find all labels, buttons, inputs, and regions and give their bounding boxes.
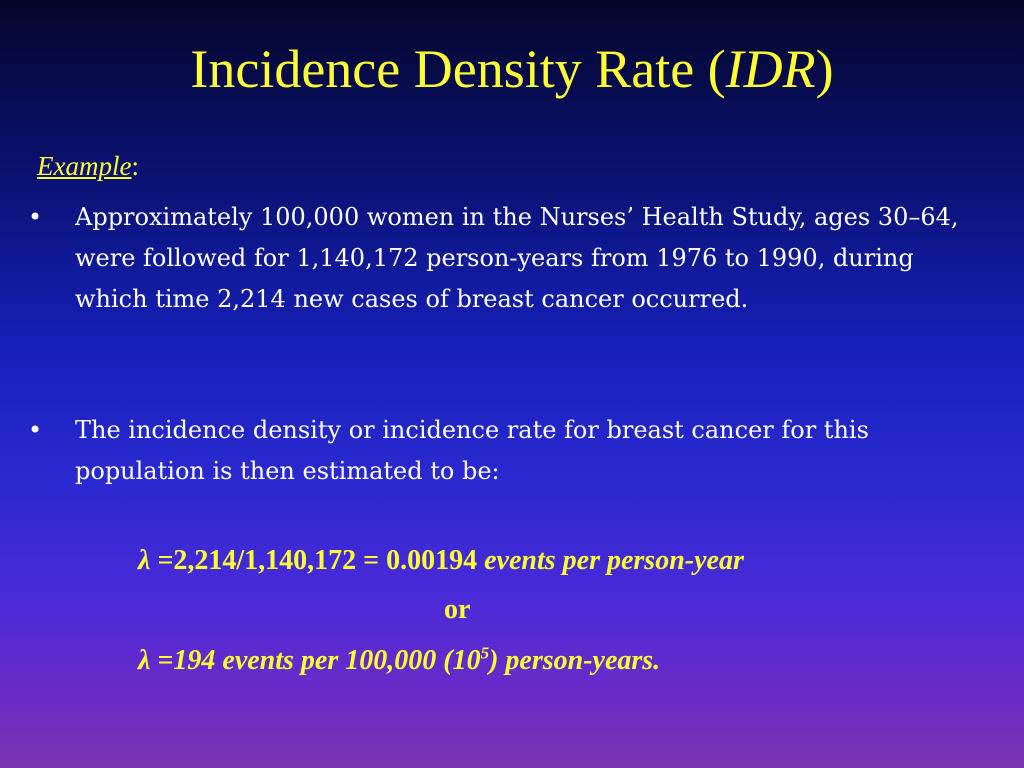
- example-colon: :: [131, 151, 139, 181]
- bullet-incidence-rate: • The incidence density or incidence rat…: [28, 410, 993, 492]
- bullet-icon: •: [28, 203, 43, 231]
- formula-exponent: 5: [480, 643, 490, 663]
- example-heading: Example:: [37, 148, 139, 184]
- formula-units-a: events per 100,000 (10: [215, 645, 481, 676]
- bullet-icon: •: [28, 416, 43, 444]
- formula-units: events per person-year: [477, 545, 744, 576]
- formula-per-100000: λ =194 events per 100,000 (105) person-y…: [138, 643, 660, 679]
- formula-lambda: λ =: [138, 545, 174, 576]
- bullet-nurses-study: • Approximately 100,000 women in the Nur…: [28, 197, 993, 320]
- formula-calculation: 2,214/1,140,172 = 0.00194: [173, 545, 478, 576]
- bullet-text: The incidence density or incidence rate …: [75, 416, 869, 485]
- formula-per-person-year: λ =2,214/1,140,172 = 0.00194 events per …: [138, 543, 744, 579]
- title-close: ): [815, 39, 834, 99]
- bullet-text: Approximately 100,000 women in the Nurse…: [75, 203, 959, 313]
- slide-title: Incidence Density Rate (IDR): [0, 36, 1024, 102]
- formula-units-b: ) person-years.: [489, 645, 661, 676]
- or-separator: or: [444, 594, 471, 625]
- title-abbr: IDR: [725, 39, 816, 99]
- formula-value: 194: [173, 645, 216, 676]
- example-label: Example: [37, 151, 132, 181]
- formula-lambda: λ =: [138, 645, 174, 676]
- title-main: Incidence Density Rate (: [190, 39, 726, 99]
